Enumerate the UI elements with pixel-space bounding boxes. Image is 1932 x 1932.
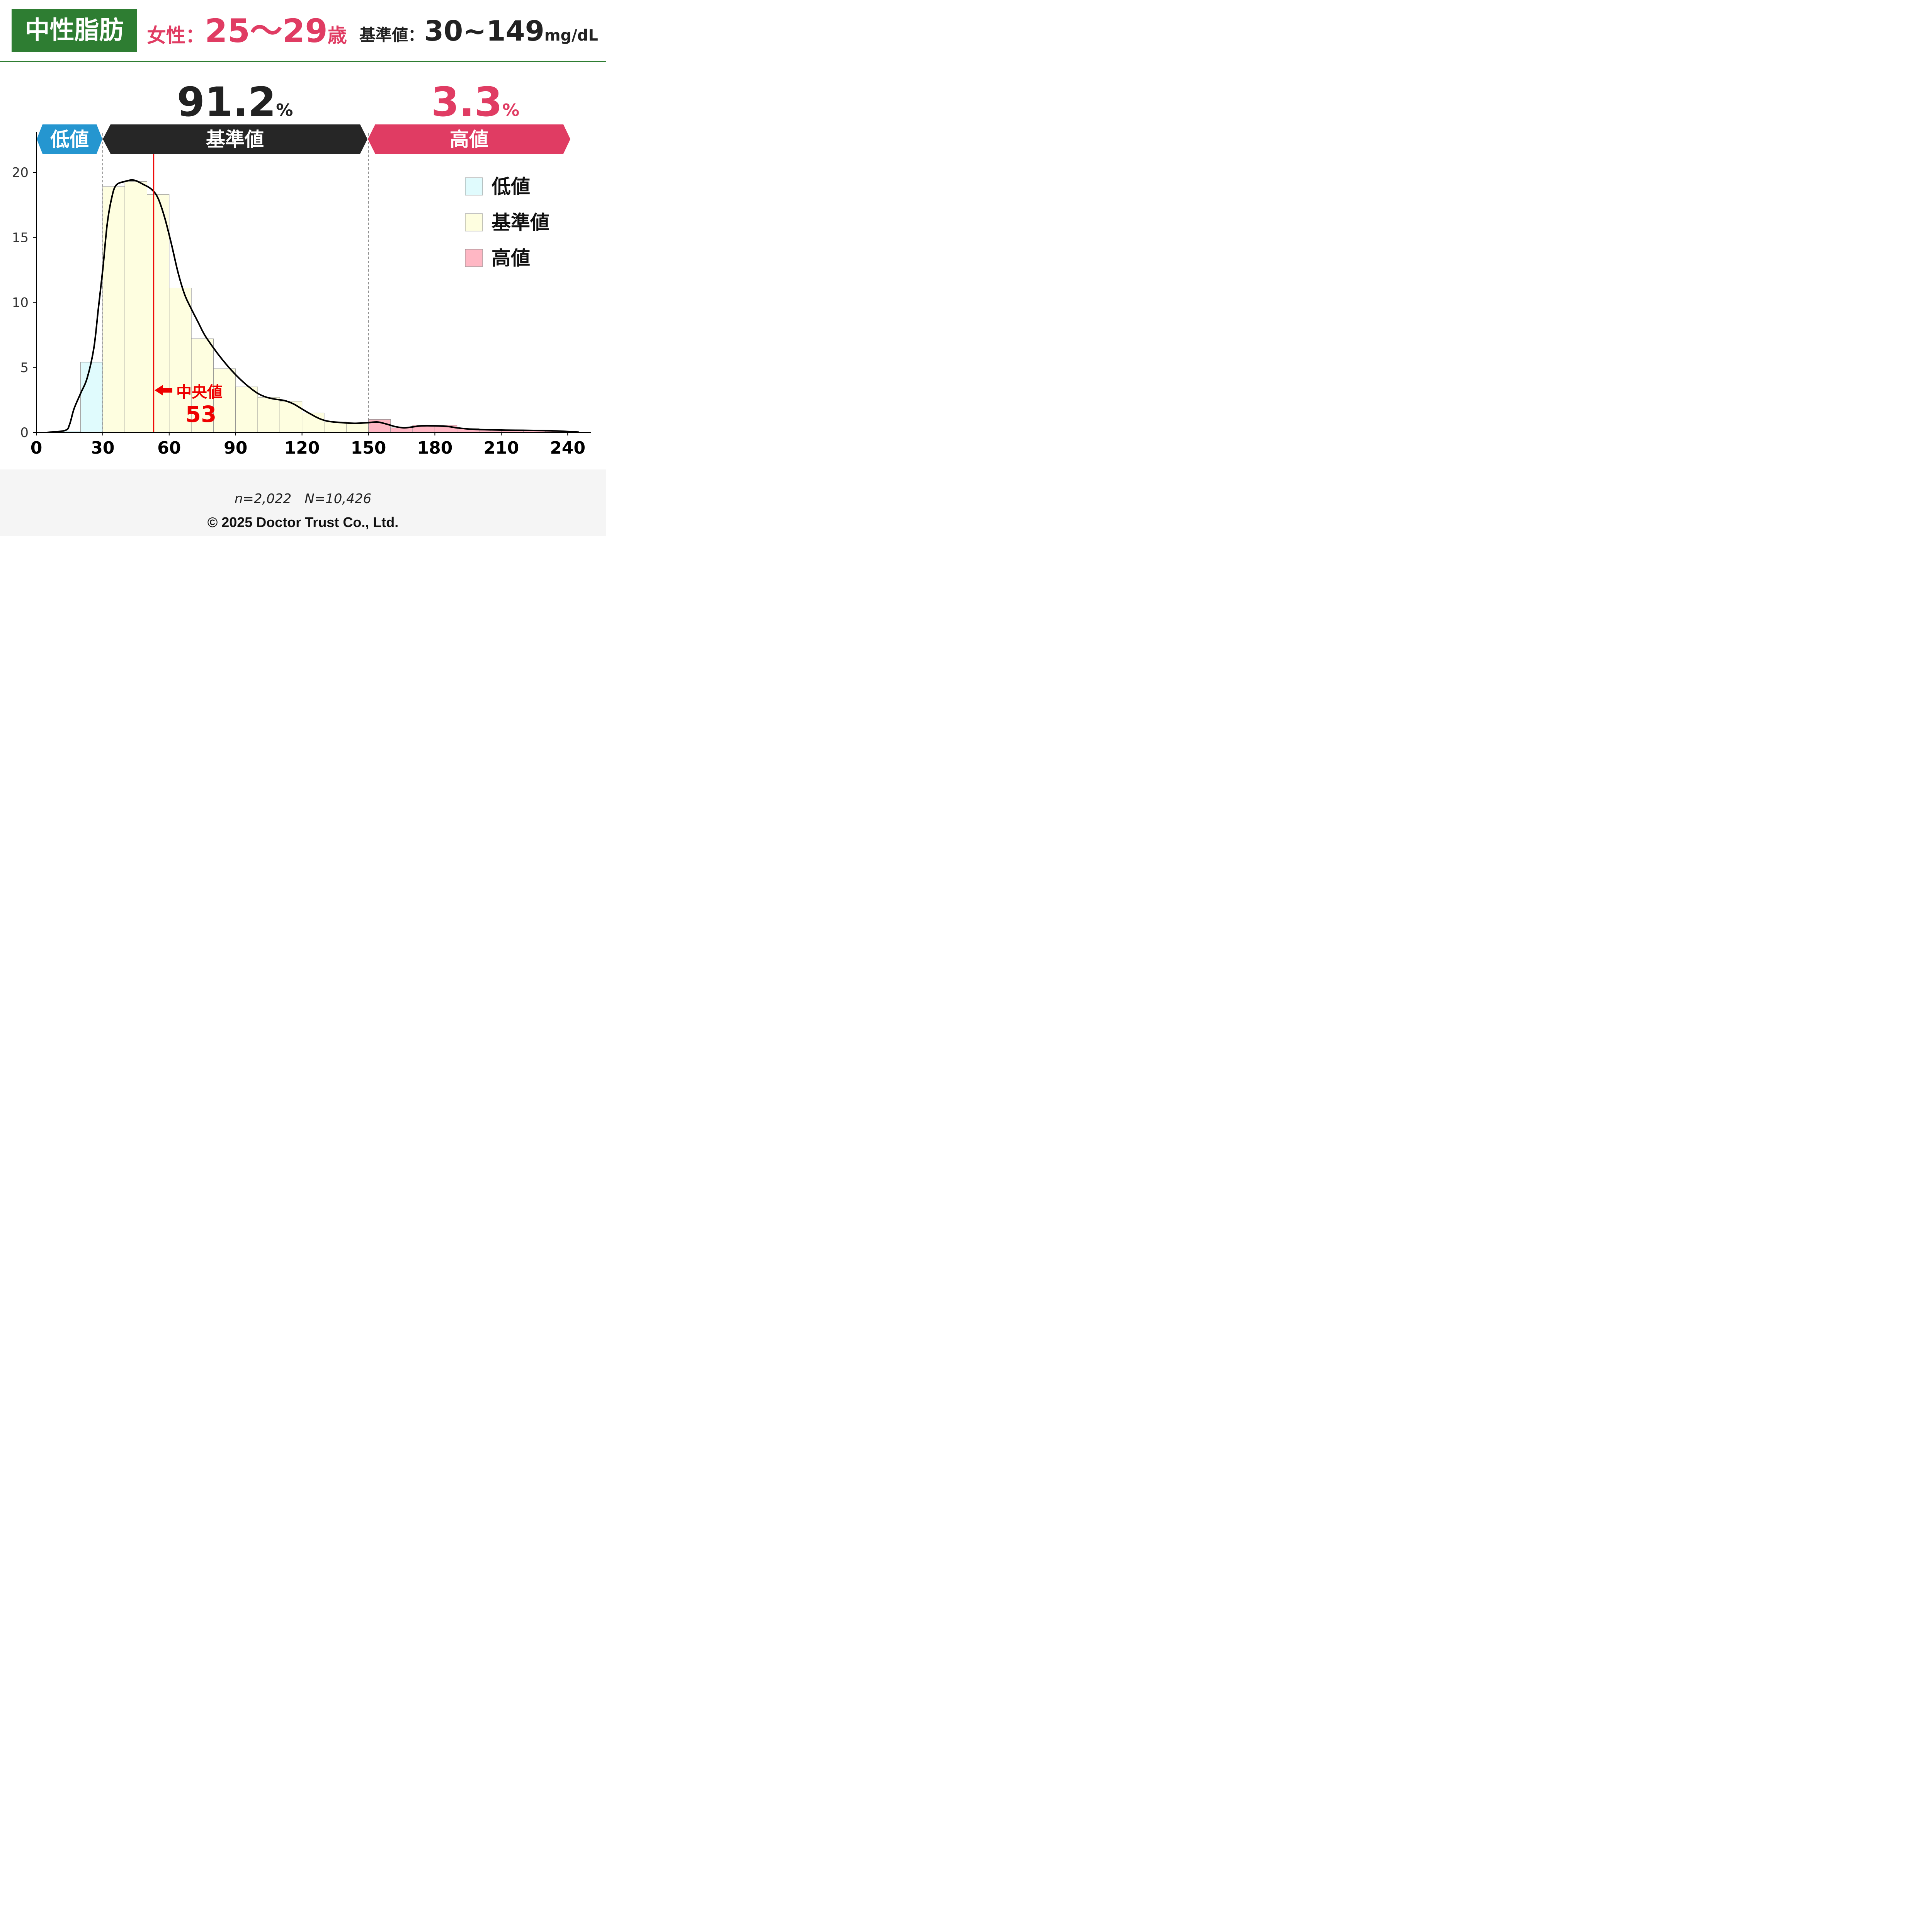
footer: n=2,022 N=10,426 © 2025 Doctor Trust Co.… xyxy=(0,469,606,536)
histogram-chart: 0 30 60 90 120 150 180 210 240 0 5 10 15 20 低値 基準値 高… xyxy=(12,78,591,458)
y-tick-label: 0 xyxy=(20,425,29,440)
std-value: 30~149 xyxy=(424,15,544,47)
age-unit: 歳 xyxy=(327,24,347,47)
band-high-label: 高値 xyxy=(450,128,488,151)
sample-size: n=2,022 N=10,426 xyxy=(234,491,372,507)
bar xyxy=(80,362,103,433)
x-tick-label: 30 xyxy=(91,438,114,458)
bar xyxy=(346,423,369,433)
standard-range-label: 基準値：30~149mg/dL xyxy=(359,15,598,51)
band-normal-label: 基準値 xyxy=(206,128,264,151)
bar xyxy=(257,397,280,433)
bar xyxy=(147,194,170,433)
x-tick-labels: 0 30 60 90 120 150 180 210 240 xyxy=(31,432,585,458)
bar xyxy=(169,287,192,433)
median-label: 中央値 xyxy=(176,383,223,401)
x-tick-label: 240 xyxy=(550,438,585,458)
x-tick-label: 60 xyxy=(157,438,181,458)
legend-swatch-normal xyxy=(465,213,483,231)
legend-label-low: 低値 xyxy=(492,175,530,198)
copyright: © 2025 Doctor Trust Co., Ltd. xyxy=(207,514,399,530)
bar xyxy=(324,422,347,433)
x-tick-label: 180 xyxy=(417,438,452,458)
bar xyxy=(390,427,413,433)
density-curve xyxy=(47,179,579,433)
percent-normal: 91.2% xyxy=(177,78,293,126)
threshold-lines xyxy=(102,133,369,432)
x-tick-label: 120 xyxy=(284,438,320,458)
y-tick-label: 5 xyxy=(20,360,29,376)
std-colon: ： xyxy=(408,26,425,44)
gender-label: 女性 xyxy=(147,24,185,47)
x-tick-label: 0 xyxy=(31,438,43,458)
percent-high: 3.3% xyxy=(431,78,519,126)
percent-normal-value: 91.2 xyxy=(177,78,276,126)
y-tick-label: 10 xyxy=(12,295,29,311)
bar xyxy=(213,368,236,433)
y-tick-label: 20 xyxy=(12,165,29,180)
axes xyxy=(36,132,591,433)
legend: 低値 基準値 高値 xyxy=(465,175,549,269)
percent-high-unit: % xyxy=(502,100,519,120)
std-label: 基準値 xyxy=(359,26,408,44)
bars-group xyxy=(58,181,568,433)
legend-label-high: 高値 xyxy=(492,247,530,269)
y-tick-label: 15 xyxy=(12,230,29,245)
x-tick-label: 210 xyxy=(483,438,519,458)
y-tick-labels: 0 5 10 15 20 xyxy=(12,165,36,440)
legend-swatch-high xyxy=(465,249,483,267)
median-annotation: 中央値 53 xyxy=(155,383,223,427)
bar xyxy=(124,181,148,433)
bar xyxy=(235,386,258,433)
page-title: 中性脂肪 xyxy=(12,9,137,52)
median-arrow-icon xyxy=(155,385,172,396)
median-value: 53 xyxy=(185,401,217,427)
legend-swatch-low xyxy=(465,177,483,196)
band-low-label: 低値 xyxy=(50,128,89,151)
bar xyxy=(279,401,303,433)
age-range: 25～29 xyxy=(205,12,328,50)
percent-normal-unit: % xyxy=(276,100,293,120)
demographic-label: 女性：25～29歳 xyxy=(147,15,347,51)
std-unit: mg/dL xyxy=(544,27,598,44)
bar xyxy=(102,186,125,433)
band-normal xyxy=(103,124,367,154)
percent-high-value: 3.3 xyxy=(431,78,502,126)
header: 中性脂肪 女性：25～29歳 基準値：30~149mg/dL xyxy=(0,0,606,62)
bar xyxy=(191,338,214,433)
band-low xyxy=(37,124,102,154)
colon: ： xyxy=(185,24,205,47)
legend-label-normal: 基準値 xyxy=(492,211,549,234)
x-tick-label: 150 xyxy=(351,438,386,458)
band-high xyxy=(368,124,570,154)
bar xyxy=(368,419,391,433)
x-tick-label: 90 xyxy=(224,438,247,458)
